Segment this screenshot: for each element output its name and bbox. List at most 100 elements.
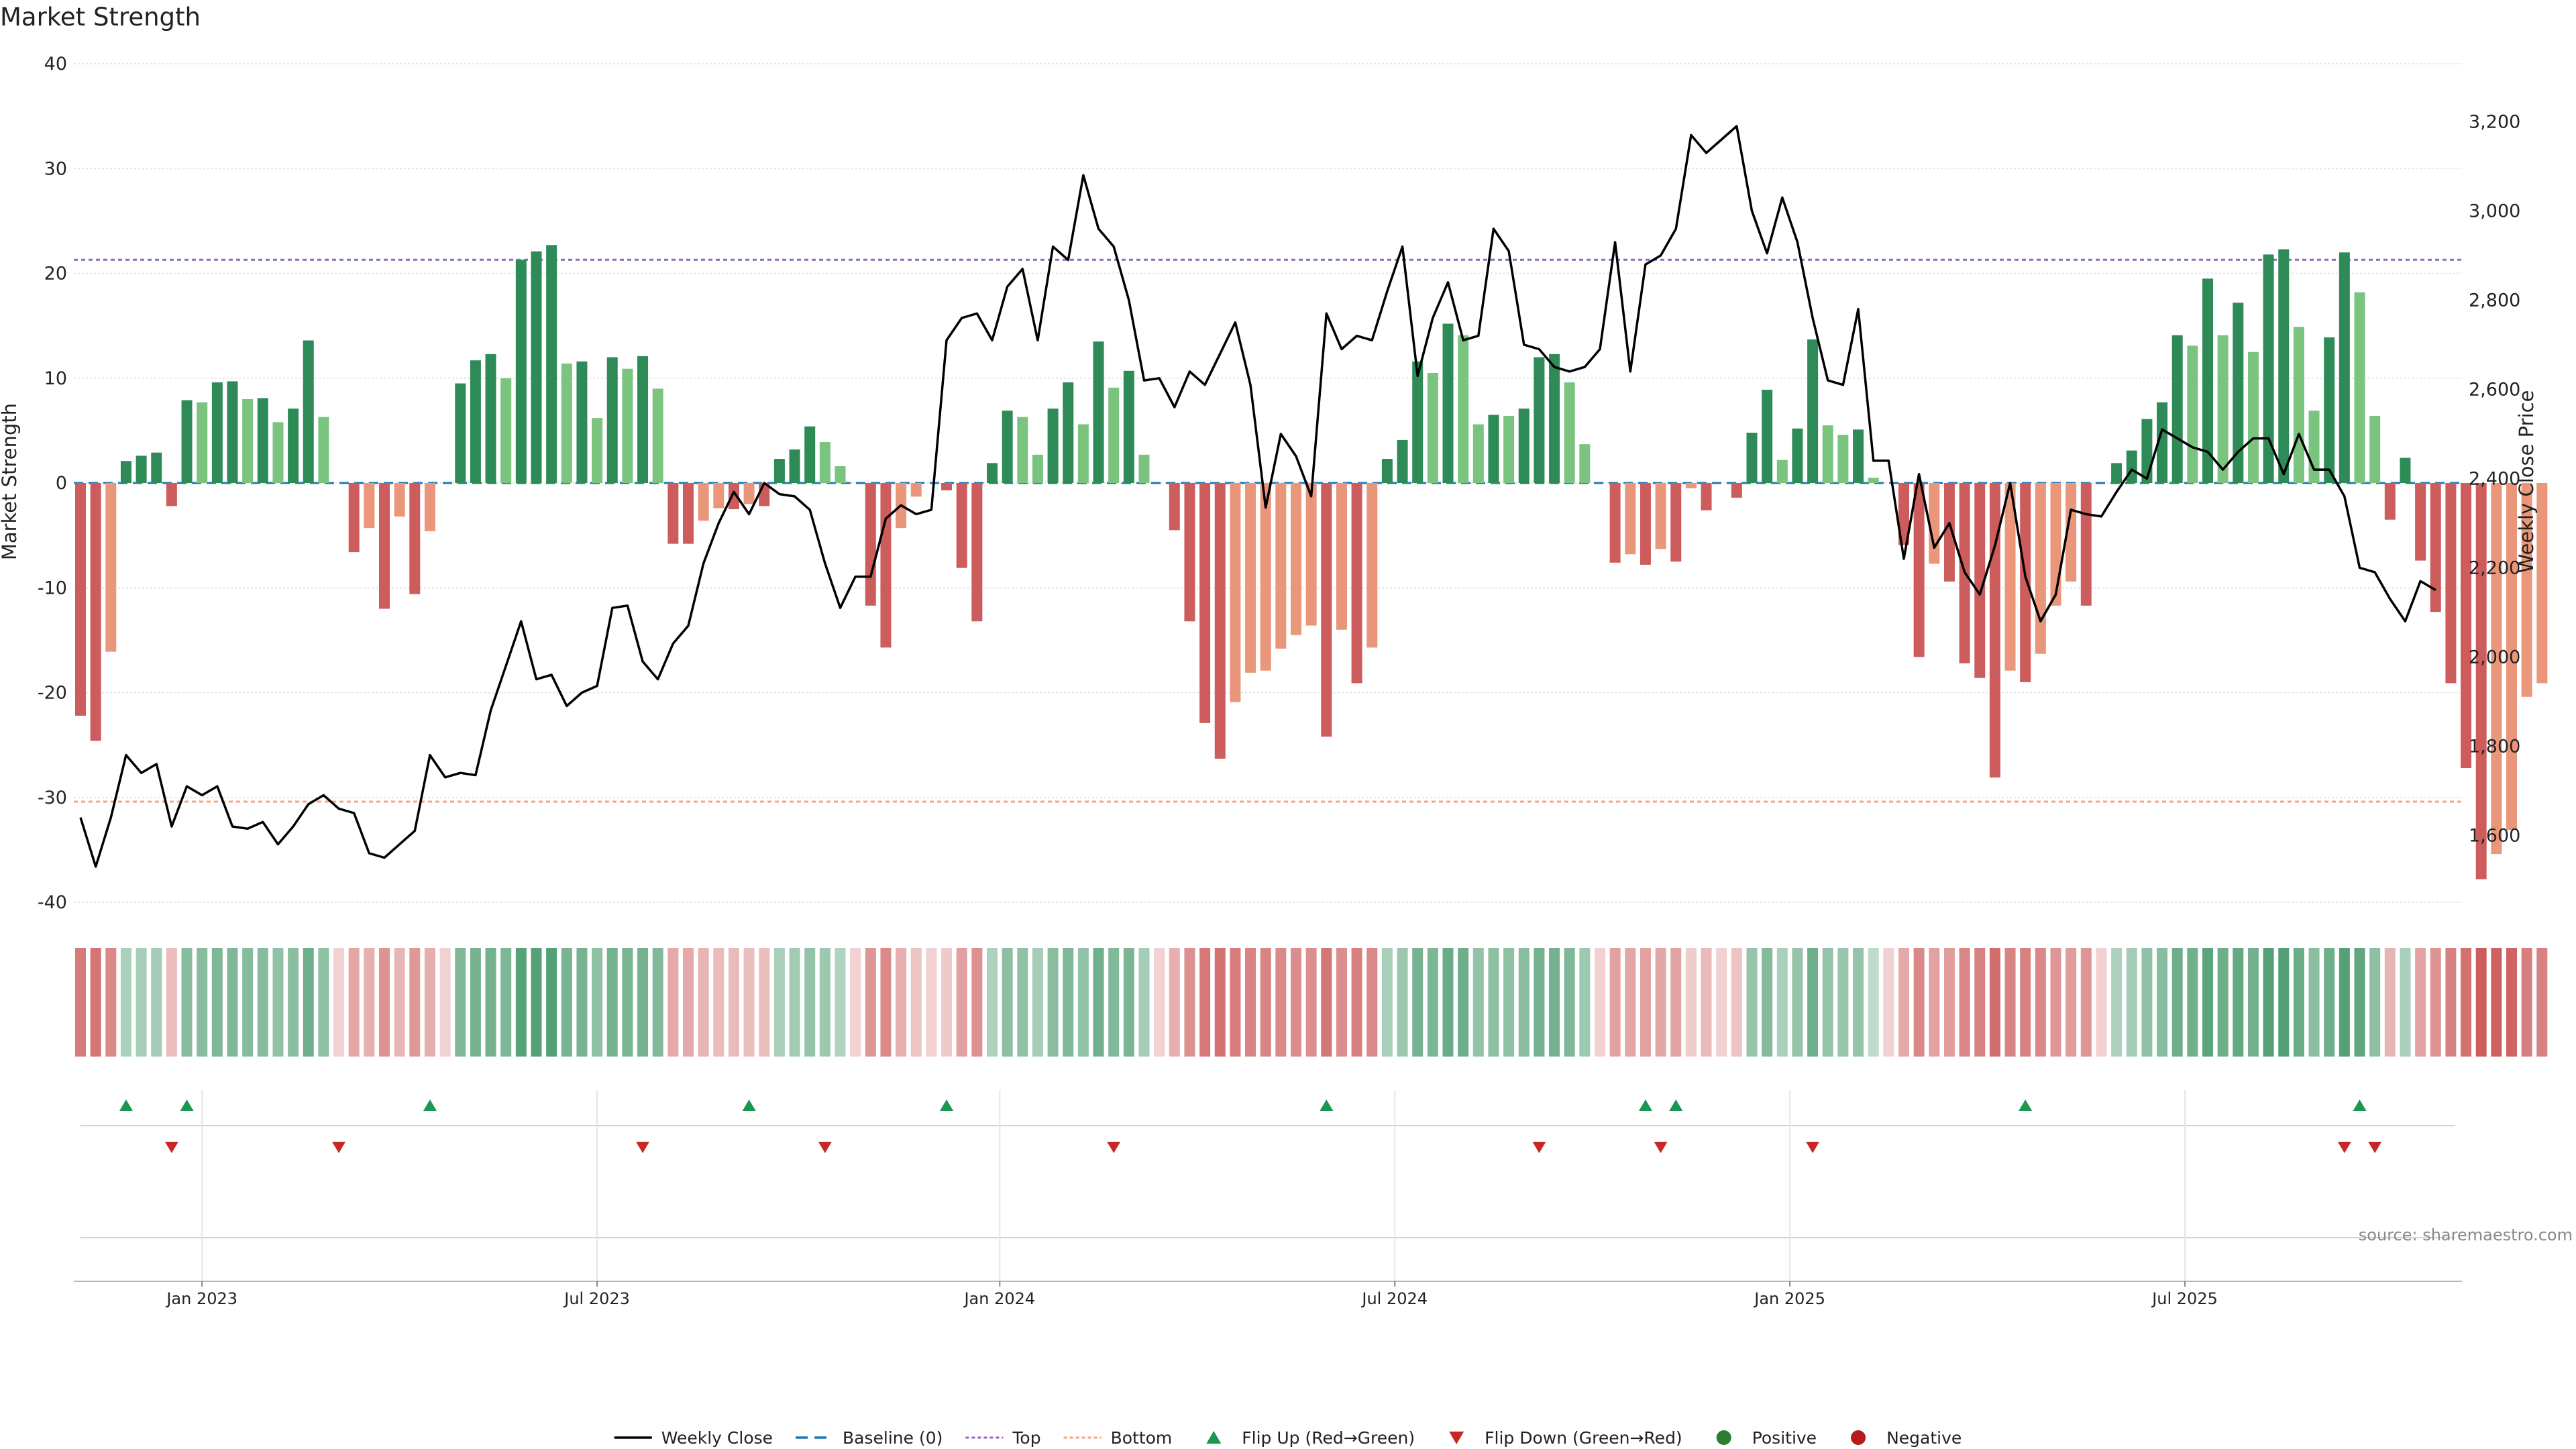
flip-down-marker — [636, 1142, 650, 1153]
strength-bar — [2521, 483, 2532, 697]
heat-cell — [2536, 948, 2548, 1057]
heat-cell — [1625, 948, 1636, 1057]
flip-up-marker — [1320, 1099, 1334, 1111]
heat-cell — [789, 948, 800, 1057]
strength-bars — [75, 245, 2548, 879]
strength-bar — [576, 361, 588, 483]
heat-cell — [2415, 948, 2426, 1057]
heat-cell — [606, 948, 618, 1057]
strength-bar — [1488, 415, 1499, 483]
heat-cell — [1701, 948, 1712, 1057]
strength-bar — [1670, 483, 1682, 562]
strength-bar — [394, 483, 405, 517]
heat-cell — [1898, 948, 1909, 1057]
strength-bar — [515, 260, 527, 483]
strength-bar — [120, 461, 131, 483]
strength-bar — [181, 400, 193, 483]
strength-bar — [1397, 439, 1408, 483]
strength-bar — [105, 483, 117, 652]
y-tick-label: 30 — [44, 158, 67, 179]
strength-bar — [2187, 345, 2198, 483]
heat-cell — [2126, 948, 2137, 1057]
heat-cell — [1579, 948, 1591, 1057]
strength-bar — [1609, 483, 1621, 563]
strength-bar — [2247, 352, 2259, 483]
heat-cell — [318, 948, 329, 1057]
heat-cell — [835, 948, 846, 1057]
strength-bar — [713, 483, 724, 508]
strength-bar — [2324, 337, 2335, 483]
y2-axis-label: Weekly Close Price — [2515, 390, 2538, 574]
strength-bar — [789, 449, 800, 483]
heat-cell — [1321, 948, 1332, 1057]
strength-bar — [2217, 335, 2229, 483]
y-tick-label: -40 — [38, 892, 67, 913]
strength-bar — [1792, 428, 1803, 483]
date-tick-label: Jan 2024 — [963, 1289, 1035, 1308]
legend-item: Flip Up (Red→Green) — [1206, 1428, 1415, 1448]
flip-down-marker — [818, 1142, 832, 1153]
heat-cell — [1792, 948, 1803, 1057]
flip-up-marker — [180, 1099, 194, 1111]
y2-tick-label: 2,200 — [2469, 557, 2520, 578]
heat-cell — [2157, 948, 2168, 1057]
heat-cell — [242, 948, 254, 1057]
strength-bar — [2171, 335, 2183, 483]
strength-bar — [561, 363, 572, 483]
heat-cell — [2247, 948, 2259, 1057]
strength-bar — [2233, 303, 2244, 483]
strength-heat-strip — [75, 948, 2548, 1057]
heat-cell — [592, 948, 603, 1057]
flip-down-marker — [332, 1142, 346, 1153]
y-tick-label: 0 — [56, 473, 67, 494]
heat-cell — [1138, 948, 1150, 1057]
strength-bar — [1943, 483, 1955, 582]
strength-bar — [1002, 411, 1013, 483]
heat-cell — [2111, 948, 2123, 1057]
strength-bar — [242, 399, 254, 483]
strength-bar — [2536, 483, 2548, 684]
legend-item: Baseline (0) — [796, 1428, 943, 1448]
heat-cell — [272, 948, 284, 1057]
date-tick-label: Jul 2023 — [563, 1289, 630, 1308]
strength-bar — [804, 426, 816, 483]
heat-cell — [333, 948, 345, 1057]
heat-cell — [1199, 948, 1211, 1057]
heat-cell — [1837, 948, 1849, 1057]
strength-bar — [2278, 249, 2290, 483]
heat-cell — [667, 948, 679, 1057]
heat-cell — [531, 948, 542, 1057]
strength-bar — [2080, 483, 2092, 606]
strength-bar — [1655, 483, 1666, 549]
legend-circle-icon — [1716, 1430, 1731, 1445]
heat-cell — [1595, 948, 1605, 1057]
date-tick-label: Jan 2025 — [1753, 1289, 1825, 1308]
strength-bar — [1762, 389, 1773, 483]
strength-bar — [364, 483, 375, 529]
strength-bar — [1047, 409, 1059, 483]
heat-cell — [136, 948, 147, 1057]
flip-down-marker — [164, 1142, 178, 1153]
strength-bar — [773, 459, 785, 483]
date-tick-label: Jan 2023 — [165, 1289, 237, 1308]
strength-bar — [637, 356, 649, 483]
strength-bar — [865, 483, 876, 606]
strength-bar — [592, 418, 603, 483]
strength-bar — [257, 398, 268, 483]
strength-bar — [2065, 483, 2077, 582]
heat-cell — [1518, 948, 1529, 1057]
heat-cell — [2141, 948, 2153, 1057]
flip-up-marker — [119, 1099, 133, 1111]
strength-bar — [2461, 483, 2472, 768]
heat-cell — [819, 948, 830, 1057]
flip-down-marker — [1532, 1142, 1546, 1153]
strength-bar — [1291, 483, 1301, 635]
strength-bar — [667, 483, 679, 544]
heat-cell — [2445, 948, 2457, 1057]
heat-cell — [2339, 948, 2350, 1057]
heat-cell — [1397, 948, 1408, 1057]
heat-cell — [500, 948, 512, 1057]
heat-cell — [455, 948, 466, 1057]
strength-bar — [303, 340, 314, 483]
strength-bar — [743, 483, 755, 504]
